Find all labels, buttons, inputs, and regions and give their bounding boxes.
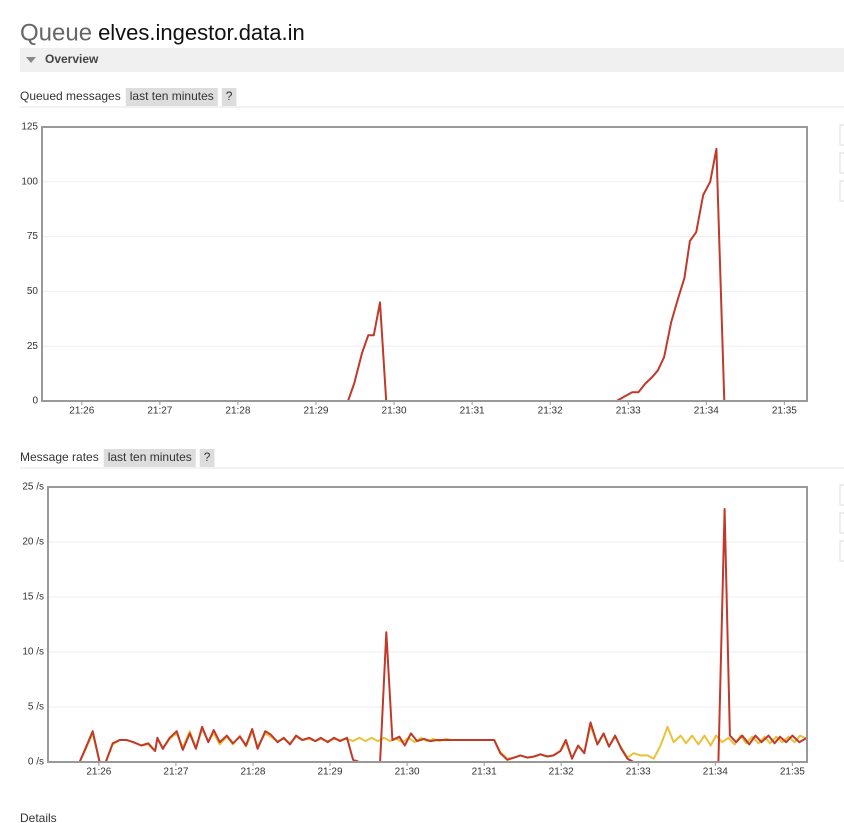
y-tick-label: 75: [27, 231, 39, 242]
help-badge-bg[interactable]: [221, 88, 237, 106]
x-tick-label: 21:33: [626, 767, 651, 778]
queue-name: elves.ingestor.data.in: [98, 20, 305, 45]
y-tick-label: 25 /s: [22, 482, 44, 493]
series-line: [42, 147, 807, 402]
section-title[interactable]: Overview: [45, 52, 99, 66]
y-tick-label: 50: [27, 286, 39, 297]
range-badge[interactable]: last ten minutes: [130, 89, 214, 103]
x-tick-label: 21:26: [69, 406, 94, 417]
x-tick-label: 21:33: [616, 406, 641, 417]
x-tick-label: 21:28: [225, 406, 250, 417]
x-tick-label: 21:29: [303, 406, 328, 417]
legend-stub: [839, 512, 844, 534]
plot-frame: [41, 126, 808, 402]
y-tick-label: 0: [32, 396, 38, 407]
x-tick-label: 21:26: [86, 767, 111, 778]
x-tick-label: 21:34: [703, 767, 728, 778]
legend-stub: [839, 180, 844, 202]
y-tick-label: 25: [27, 341, 39, 352]
legend-stub: [839, 152, 844, 174]
x-tick-label: 21:28: [240, 767, 265, 778]
legend-stub: [839, 540, 844, 562]
plot-frame: [47, 486, 808, 763]
x-tick-label: 21:35: [772, 406, 797, 417]
x-tick-label: 21:29: [318, 767, 343, 778]
x-tick-label: 21:31: [472, 767, 497, 778]
x-tick-label: 21:35: [780, 767, 805, 778]
legend-stub: [839, 124, 844, 146]
y-tick-label: 0 /s: [28, 757, 44, 768]
chart-title: Queued messages: [20, 89, 121, 103]
series-line: [48, 508, 808, 763]
help-badge[interactable]: ?: [226, 89, 233, 103]
y-tick-label: 15 /s: [22, 592, 44, 603]
x-tick-label: 21:32: [549, 767, 574, 778]
range-badge-bg[interactable]: [125, 88, 218, 106]
y-tick-label: 5 /s: [28, 702, 44, 713]
help-badge[interactable]: ?: [204, 450, 211, 464]
page-title-prefix: Queue: [20, 19, 92, 46]
range-badge[interactable]: last ten minutes: [108, 450, 192, 464]
x-tick-label: 21:27: [163, 767, 188, 778]
x-tick-label: 21:30: [395, 767, 420, 778]
y-tick-label: 100: [21, 176, 38, 187]
details-heading: Details: [20, 811, 57, 823]
x-tick-label: 21:27: [147, 406, 172, 417]
y-tick-label: 125: [21, 122, 38, 133]
x-tick-label: 21:32: [538, 406, 563, 417]
x-tick-label: 21:30: [382, 406, 407, 417]
y-tick-label: 20 /s: [22, 537, 44, 548]
series-line: [48, 724, 808, 763]
section-bar[interactable]: [20, 48, 844, 72]
chart-title: Message rates: [20, 450, 99, 464]
collapse-arrow[interactable]: [26, 57, 36, 63]
help-badge-bg[interactable]: [199, 449, 215, 467]
range-badge-bg[interactable]: [103, 449, 196, 467]
x-tick-label: 21:34: [694, 406, 719, 417]
y-tick-label: 10 /s: [22, 647, 44, 658]
x-tick-label: 21:31: [460, 406, 485, 417]
legend-stub: [839, 484, 844, 506]
